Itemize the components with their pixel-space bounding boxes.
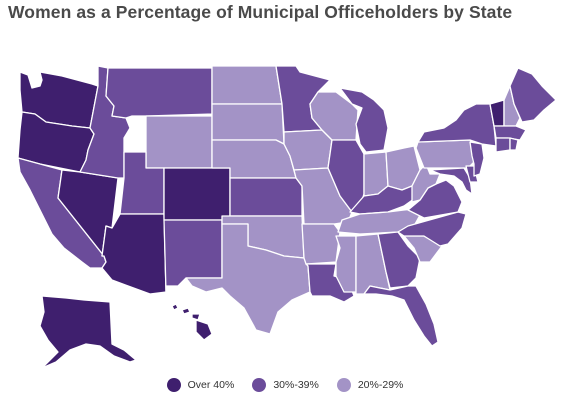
legend-swatch-20-29 bbox=[336, 378, 351, 392]
legend-swatch-over40 bbox=[166, 378, 181, 392]
state-GA bbox=[377, 231, 421, 289]
state-HI bbox=[171, 303, 213, 341]
state-RI bbox=[509, 137, 519, 151]
state-WY bbox=[145, 115, 213, 169]
legend-label-over40: Over 40% bbox=[187, 379, 235, 391]
legend-item-30-39: 30%-39% bbox=[252, 378, 319, 392]
state-NY bbox=[417, 103, 497, 147]
state-FL bbox=[363, 285, 439, 347]
state-MI bbox=[339, 87, 389, 153]
state-AR bbox=[301, 223, 341, 265]
legend-swatch-30-39 bbox=[252, 378, 267, 392]
state-NC bbox=[397, 211, 467, 247]
legend-item-over40: Over 40% bbox=[166, 378, 235, 392]
state-TX bbox=[185, 223, 311, 335]
state-SD bbox=[211, 103, 285, 145]
state-PA bbox=[415, 139, 475, 169]
legend-label-30-39: 30%-39% bbox=[273, 379, 319, 391]
state-ME bbox=[509, 67, 557, 123]
state-LA bbox=[305, 263, 355, 303]
legend: Over 40% 30%-39% 20%-29% bbox=[0, 378, 570, 392]
state-MD bbox=[429, 167, 473, 195]
map-title: Women as a Percentage of Municipal Offic… bbox=[8, 2, 513, 22]
state-CT bbox=[495, 137, 511, 153]
state-KS bbox=[229, 177, 303, 217]
legend-label-20-29: 20%-29% bbox=[357, 379, 404, 391]
state-AK bbox=[39, 295, 137, 369]
state-CO bbox=[163, 167, 231, 221]
state-ND bbox=[211, 65, 283, 105]
state-NJ bbox=[469, 141, 485, 177]
state-MT bbox=[105, 67, 213, 119]
legend-item-20-29: 20%-29% bbox=[336, 378, 404, 392]
